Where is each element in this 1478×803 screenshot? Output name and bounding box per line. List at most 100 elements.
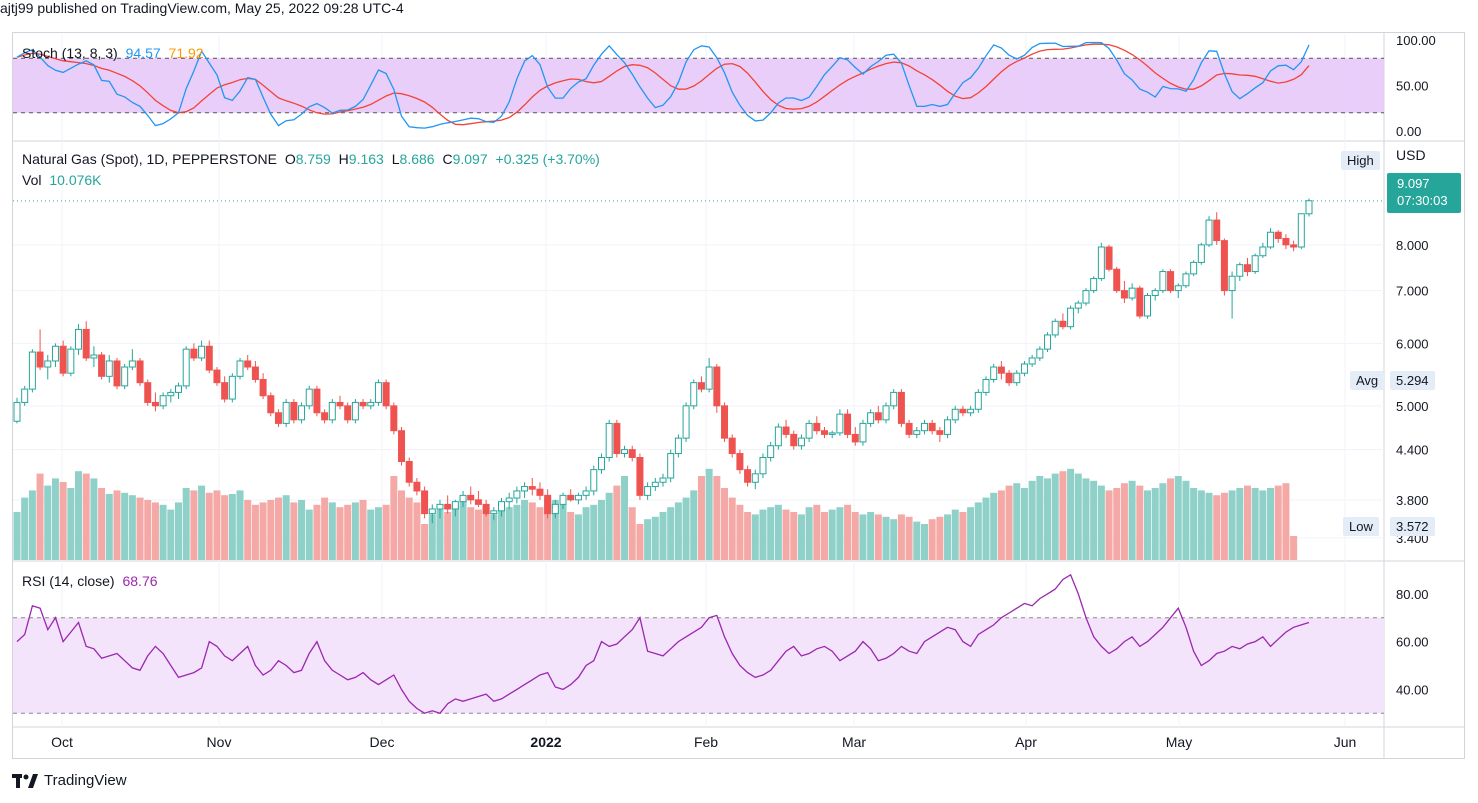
candle-body — [136, 360, 144, 384]
candle — [851, 427, 859, 446]
candle-body — [13, 401, 21, 422]
candle — [390, 402, 398, 435]
volume-bar — [690, 490, 698, 560]
candle — [198, 340, 206, 361]
candle-body — [1074, 302, 1082, 309]
volume-bar — [536, 507, 544, 560]
candle — [751, 469, 759, 490]
candle — [1205, 216, 1213, 248]
volume-bar — [159, 504, 167, 560]
time-axis-label: Nov — [207, 734, 232, 750]
candle — [290, 399, 298, 424]
candle — [244, 355, 252, 371]
volume-bar — [705, 468, 713, 560]
rsi-axis-label: 80.00 — [1396, 587, 1429, 602]
volume-bar — [767, 507, 775, 560]
candle — [874, 405, 882, 424]
high-label: H — [338, 151, 349, 167]
volume-bar — [190, 490, 198, 560]
stoch-k-line — [16, 41, 1310, 129]
candle — [951, 405, 959, 424]
candle-body — [851, 433, 859, 443]
volume-bar — [859, 514, 867, 560]
candle — [267, 392, 275, 417]
candle-body — [1290, 244, 1298, 248]
last-price: 9.097 — [1397, 176, 1430, 191]
candle — [651, 478, 659, 491]
candle — [1105, 244, 1113, 272]
rsi-axis-label: 40.00 — [1396, 682, 1429, 697]
candle — [190, 343, 198, 361]
volume-bar — [1136, 485, 1144, 560]
volume-bar — [644, 519, 652, 560]
volume-bar — [867, 512, 875, 560]
candle-body — [67, 348, 75, 374]
candle-body — [51, 345, 59, 362]
volume-bar — [782, 509, 790, 560]
candle-body — [890, 391, 898, 407]
candle-body — [1097, 246, 1105, 280]
candle-body — [920, 422, 928, 432]
candle — [936, 427, 944, 442]
price-axis-label: 7.000 — [1396, 284, 1429, 299]
candle — [1082, 288, 1090, 306]
candle — [1136, 285, 1144, 319]
candle-body — [421, 490, 429, 515]
volume-bar — [436, 509, 444, 560]
candle — [920, 419, 928, 435]
candle-body — [1159, 271, 1167, 292]
candle-body — [1028, 357, 1036, 365]
candle — [621, 445, 629, 458]
volume-bar — [428, 514, 436, 560]
candle-body — [1151, 290, 1159, 297]
volume-bar — [651, 516, 659, 560]
volume-bar — [382, 504, 390, 560]
avg-tag: Avg — [1350, 371, 1385, 390]
candle — [736, 449, 744, 474]
candle-body — [128, 360, 136, 368]
candle — [75, 323, 83, 356]
candle — [913, 427, 921, 439]
candle-body — [828, 432, 836, 435]
time-axis-label: Oct — [51, 734, 73, 750]
candle — [59, 340, 67, 377]
candle-body — [190, 348, 198, 359]
volume-bar — [974, 502, 982, 560]
footer-brand[interactable]: TradingView — [12, 772, 127, 789]
candle — [574, 492, 582, 505]
volume-bar — [851, 512, 859, 560]
candle — [1067, 305, 1075, 330]
candle — [28, 349, 36, 393]
candle-body — [398, 430, 406, 462]
volume-bar — [913, 521, 921, 560]
stoch-d-value: 71.92 — [168, 45, 204, 61]
candle — [436, 499, 444, 519]
volume-bar — [805, 507, 813, 560]
time-axis-label: Feb — [694, 734, 718, 750]
candle-body — [1251, 255, 1259, 273]
volume-bar — [259, 502, 267, 560]
candle-body — [644, 486, 652, 496]
footer-brand-text: TradingView — [44, 772, 127, 789]
volume-bar — [967, 507, 975, 560]
candle-body — [1120, 290, 1128, 299]
candle-body — [513, 490, 521, 499]
volume-bar — [313, 504, 321, 560]
candle-body — [151, 401, 159, 407]
volume-bar — [821, 512, 828, 560]
volume-bar — [1059, 471, 1067, 560]
volume-bar — [1236, 488, 1244, 560]
candle — [136, 357, 144, 386]
candle-body — [28, 351, 36, 390]
candle — [844, 409, 852, 439]
volume-bar — [905, 516, 913, 560]
price-axis-label: 6.000 — [1396, 336, 1429, 351]
volume-bar — [551, 500, 559, 560]
chart-frame[interactable] — [12, 32, 1465, 759]
candle-body — [59, 345, 67, 374]
candle — [974, 389, 982, 413]
candle — [274, 409, 282, 428]
volume-bar — [175, 502, 182, 560]
volume-bar — [813, 504, 821, 560]
